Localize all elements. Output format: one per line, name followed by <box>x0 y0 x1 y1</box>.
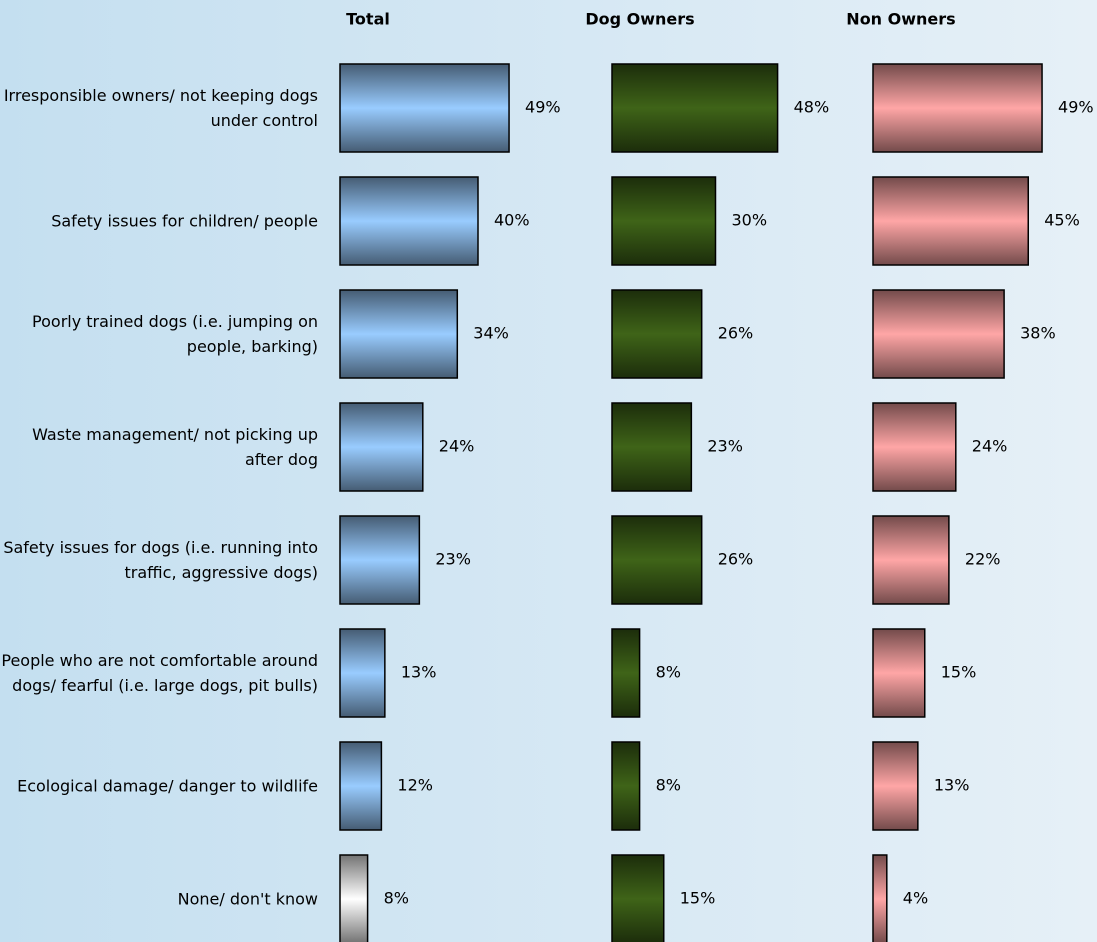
value-label: 15% <box>941 663 977 682</box>
value-label: 23% <box>435 550 471 569</box>
value-label: 8% <box>384 889 409 908</box>
bar <box>872 854 888 942</box>
panel-title: Total <box>346 10 390 29</box>
value-label: 48% <box>794 98 830 117</box>
value-label: 34% <box>473 324 509 343</box>
category-label: Safety issues for dogs (i.e. running int… <box>3 538 318 582</box>
bar <box>611 402 693 492</box>
bar <box>611 289 703 379</box>
bar <box>611 63 779 153</box>
bar <box>611 628 641 718</box>
bar <box>872 289 1005 379</box>
category-label: Safety issues for children/ people <box>51 211 318 231</box>
value-label: 24% <box>972 437 1008 456</box>
bar <box>872 515 950 605</box>
category-label: Ecological damage/ danger to wildlife <box>17 776 318 796</box>
value-label: 38% <box>1020 324 1056 343</box>
value-label: 45% <box>1044 211 1080 230</box>
value-label: 30% <box>732 211 768 230</box>
bar <box>611 176 717 266</box>
bar <box>339 63 510 153</box>
bar <box>339 176 479 266</box>
category-label: People who are not comfortable around do… <box>1 651 318 695</box>
value-label: 40% <box>494 211 530 230</box>
value-label: 26% <box>718 324 754 343</box>
bar <box>339 515 421 605</box>
bar <box>872 741 919 831</box>
bar <box>611 741 641 831</box>
bar <box>872 63 1043 153</box>
value-label: 12% <box>397 776 433 795</box>
value-label: 23% <box>707 437 743 456</box>
value-label: 49% <box>1058 98 1094 117</box>
panel-title: Dog Owners <box>585 10 694 29</box>
value-label: 13% <box>934 776 970 795</box>
bar <box>339 854 369 942</box>
bar <box>339 628 386 718</box>
value-label: 4% <box>903 889 928 908</box>
bar <box>872 628 926 718</box>
value-label: 26% <box>718 550 754 569</box>
value-label: 8% <box>656 663 681 682</box>
category-label: None/ don't know <box>177 889 318 909</box>
bar <box>339 741 383 831</box>
value-label: 8% <box>656 776 681 795</box>
bar <box>339 289 459 379</box>
value-label: 15% <box>680 889 716 908</box>
bar <box>872 176 1029 266</box>
category-label: Waste management/ not picking up after d… <box>32 425 318 469</box>
value-label: 49% <box>525 98 561 117</box>
bar <box>339 402 424 492</box>
panel-title: Non Owners <box>846 10 955 29</box>
value-label: 22% <box>965 550 1001 569</box>
value-label: 24% <box>439 437 475 456</box>
bar <box>611 515 703 605</box>
bar <box>872 402 957 492</box>
category-label: Poorly trained dogs (i.e. jumping on peo… <box>32 312 318 356</box>
bar <box>611 854 665 942</box>
value-label: 13% <box>401 663 437 682</box>
category-label: Irresponsible owners/ not keeping dogs u… <box>3 86 318 130</box>
